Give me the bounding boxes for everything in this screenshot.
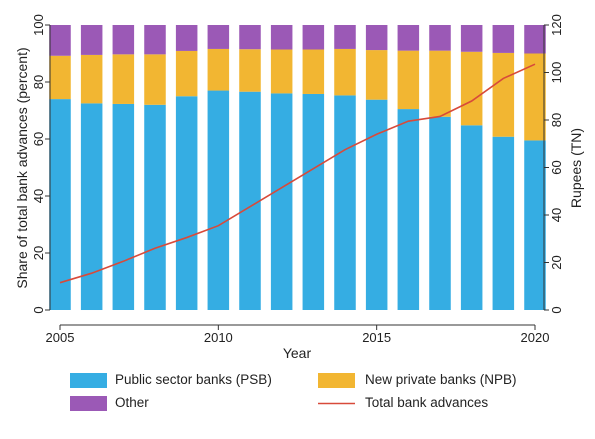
legend-swatch-new-private-banks-npb — [318, 373, 355, 388]
bar-new-private-banks-npb-2013 — [302, 49, 325, 94]
bar-public-sector-banks-psb-2016 — [397, 109, 420, 310]
legend-label-total-bank-advances: Total bank advances — [365, 395, 488, 410]
bar-other-2009 — [175, 25, 198, 51]
axes-layer: 0 20 40 60 80 100 0 20 40 60 80 100 120 2005 2010 2015 2… — [14, 14, 584, 361]
bar-public-sector-banks-psb-2014 — [334, 95, 356, 311]
bars-layer — [49, 25, 546, 311]
bar-new-private-banks-npb-2008 — [144, 54, 166, 105]
left-tick-label-80: 80 — [31, 75, 46, 89]
line-layer — [59, 63, 536, 284]
bar-new-private-banks-npb-2005 — [49, 55, 71, 100]
bar-new-private-banks-npb-2011 — [239, 49, 261, 92]
bar-other-2020 — [524, 25, 546, 54]
right-tick-label-120: 120 — [549, 14, 564, 36]
left-tick-label-100: 100 — [31, 14, 46, 36]
bar-public-sector-banks-psb-2012 — [270, 93, 293, 311]
bar-other-2008 — [144, 25, 166, 55]
bar-new-private-banks-npb-2010 — [207, 48, 230, 91]
bar-other-2014 — [334, 25, 356, 49]
left-tick-label-60: 60 — [31, 132, 46, 146]
bar-new-private-banks-npb-2016 — [397, 50, 420, 110]
legend-label-new-private-banks-npb: New private banks (NPB) — [365, 372, 517, 387]
right-tick-label-80: 80 — [549, 113, 564, 127]
bar-new-private-banks-npb-2017 — [429, 50, 451, 117]
bar-new-private-banks-npb-2009 — [175, 50, 198, 97]
bar-other-2005 — [49, 25, 71, 56]
right-tick-label-0: 0 — [549, 306, 564, 313]
right-tick-label-100: 100 — [549, 62, 564, 84]
bar-other-2011 — [239, 25, 261, 50]
bar-new-private-banks-npb-2020 — [524, 53, 546, 141]
legend-swatch-other — [70, 396, 107, 411]
left-axis-title: Share of total bank advances (percent) — [14, 47, 30, 288]
bar-new-private-banks-npb-2018 — [460, 51, 483, 126]
right-axis-title: Rupees (TN) — [568, 128, 584, 208]
bar-public-sector-banks-psb-2008 — [144, 104, 166, 310]
bar-other-2007 — [112, 25, 135, 55]
bar-public-sector-banks-psb-2013 — [302, 93, 325, 310]
x-tick-label-2005: 2005 — [46, 330, 75, 345]
bar-new-private-banks-npb-2006 — [80, 54, 103, 104]
bar-public-sector-banks-psb-2010 — [207, 90, 230, 310]
bar-public-sector-banks-psb-2005 — [49, 99, 71, 310]
legend-label-public-sector-banks-psb: Public sector banks (PSB) — [115, 372, 272, 387]
bar-new-private-banks-npb-2012 — [270, 49, 293, 94]
line-total-bank-advances — [59, 63, 536, 284]
bar-other-2019 — [492, 25, 515, 53]
bar-new-private-banks-npb-2007 — [112, 54, 135, 104]
bar-other-2006 — [80, 25, 103, 55]
bar-other-2018 — [460, 25, 483, 52]
right-tick-label-40: 40 — [549, 208, 564, 222]
x-tick-label-2015: 2015 — [362, 330, 391, 345]
legend-swatch-public-sector-banks-psb — [70, 373, 107, 388]
bar-other-2010 — [207, 25, 230, 49]
bar-new-private-banks-npb-2014 — [334, 48, 356, 96]
bar-other-2013 — [302, 25, 325, 50]
left-tick-label-40: 40 — [31, 189, 46, 203]
bar-public-sector-banks-psb-2011 — [239, 91, 261, 310]
bar-public-sector-banks-psb-2009 — [175, 96, 198, 310]
legend-label-other: Other — [115, 395, 149, 410]
bar-public-sector-banks-psb-2007 — [112, 103, 135, 310]
bar-public-sector-banks-psb-2018 — [460, 125, 483, 310]
bar-other-2012 — [270, 25, 293, 50]
x-tick-label-2020: 2020 — [521, 330, 550, 345]
bar-other-2015 — [365, 25, 388, 51]
bar-public-sector-banks-psb-2017 — [429, 116, 451, 311]
bar-public-sector-banks-psb-2006 — [80, 103, 103, 311]
x-tick-label-2010: 2010 — [204, 330, 233, 345]
bar-other-2016 — [397, 25, 420, 51]
bar-public-sector-banks-psb-2015 — [365, 99, 388, 310]
bar-public-sector-banks-psb-2020 — [524, 140, 546, 310]
left-tick-label-0: 0 — [31, 306, 46, 313]
bar-public-sector-banks-psb-2019 — [492, 136, 515, 310]
right-tick-label-60: 60 — [549, 160, 564, 174]
x-axis-title: Year — [283, 345, 312, 361]
bar-new-private-banks-npb-2019 — [492, 52, 515, 137]
bar-other-2017 — [429, 25, 451, 51]
left-tick-label-20: 20 — [31, 246, 46, 260]
legend: Public sector banks (PSB) New private ban… — [70, 372, 517, 411]
right-tick-label-20: 20 — [549, 255, 564, 269]
bar-new-private-banks-npb-2015 — [365, 50, 388, 100]
